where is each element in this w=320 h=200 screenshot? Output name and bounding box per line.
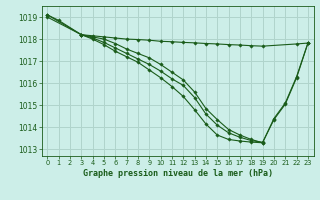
X-axis label: Graphe pression niveau de la mer (hPa): Graphe pression niveau de la mer (hPa) xyxy=(83,169,273,178)
